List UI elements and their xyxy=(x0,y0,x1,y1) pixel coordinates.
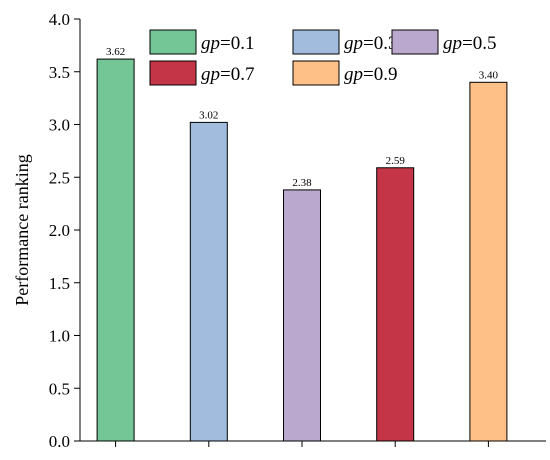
legend-swatch-5 xyxy=(292,60,340,86)
legend: gp=0.1 gp=0.3 gp=0.5 gp=0.7 gp=0.9 xyxy=(149,29,496,86)
bar-3 xyxy=(283,189,321,442)
legend-swatch-1 xyxy=(149,29,197,55)
axes-group: 0.0 0.5 1.0 1.5 2.0 2.5 3.0 3.5 4.0 xyxy=(49,10,546,451)
legend-label-4: gp=0.7 xyxy=(201,64,254,85)
bar-2 xyxy=(189,121,228,442)
bar-5 xyxy=(469,81,508,442)
legend-label-3: gp=0.5 xyxy=(443,33,496,54)
legend-swatch-3 xyxy=(391,29,439,55)
data-label-1: 3.62 xyxy=(106,46,125,58)
y-tick-label-1: 0.5 xyxy=(49,379,70,398)
legend-swatch-4 xyxy=(149,60,197,86)
data-label-2: 3.02 xyxy=(199,109,218,121)
y-tick-label-2: 1.0 xyxy=(49,327,70,346)
y-axis-title: Performance ranking xyxy=(12,154,32,305)
y-tick-label-8: 4.0 xyxy=(49,10,70,29)
y-tick-label-6: 3.0 xyxy=(49,116,70,135)
data-label-4: 2.59 xyxy=(386,155,406,167)
legend-label-5: gp=0.9 xyxy=(344,64,397,85)
y-tick-label-5: 2.5 xyxy=(49,168,70,187)
y-tick-label-0: 0.0 xyxy=(49,432,70,451)
legend-swatch-2 xyxy=(292,29,340,55)
data-label-3: 2.38 xyxy=(292,177,312,189)
bar-1 xyxy=(96,58,135,442)
bars-group xyxy=(96,58,508,442)
y-tick-label-4: 2.0 xyxy=(49,221,70,240)
y-tick-label-7: 3.5 xyxy=(49,63,70,82)
y-tick-label-3: 1.5 xyxy=(49,274,70,293)
legend-label-1: gp=0.1 xyxy=(201,33,254,54)
bar-4 xyxy=(376,167,415,442)
data-label-5: 3.40 xyxy=(479,69,499,81)
data-labels-group: 3.62 3.02 2.38 2.59 3.40 xyxy=(106,46,499,189)
legend-label-2: gp=0.3 xyxy=(344,33,397,54)
